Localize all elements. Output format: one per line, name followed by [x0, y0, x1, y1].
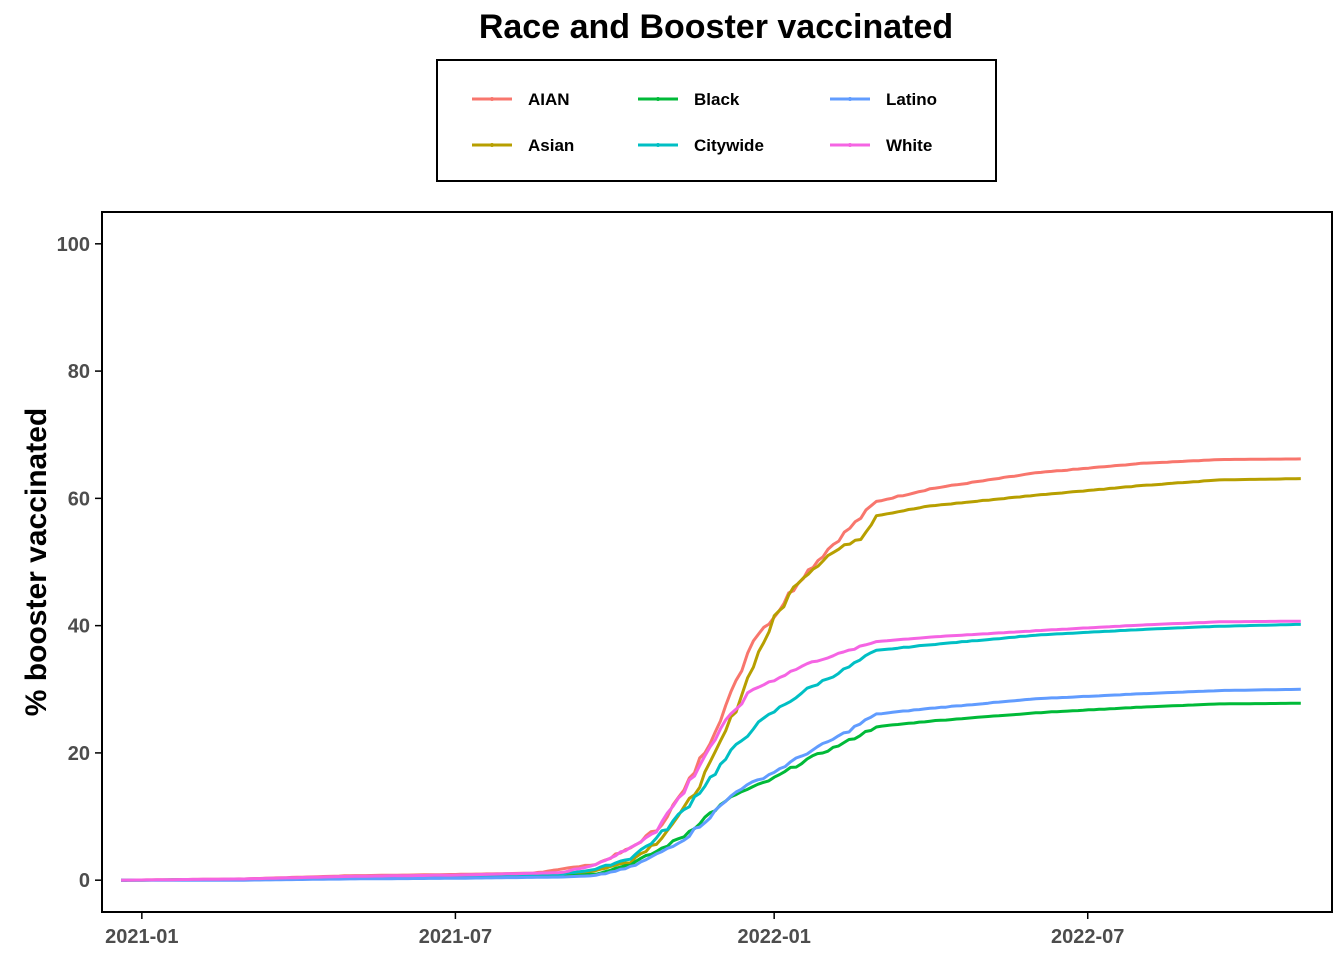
y-tick-label: 60: [68, 488, 90, 510]
y-tick-label: 40: [68, 616, 90, 638]
legend-label: AIAN: [528, 90, 570, 109]
y-tick-label: 0: [79, 870, 90, 892]
legend-box: [436, 59, 997, 182]
chart-title: Race and Booster vaccinated: [479, 8, 953, 46]
legend-key-dot: [848, 97, 852, 101]
x-tick-label: 2021-07: [419, 926, 492, 948]
y-axis-title: % booster vaccinated: [20, 408, 53, 716]
x-tick-label: 2021-01: [105, 926, 178, 948]
y-tick-label: 100: [57, 234, 90, 256]
legend-key-dot: [490, 143, 494, 147]
legend-label: Latino: [886, 90, 937, 109]
legend-label: White: [886, 136, 932, 155]
legend-key-dot: [490, 97, 494, 101]
legend-key-dot: [656, 143, 660, 147]
x-tick-label: 2022-01: [737, 926, 810, 948]
legend-label: Asian: [528, 136, 574, 155]
legend-key-dot: [656, 97, 660, 101]
legend-key-dot: [848, 143, 852, 147]
y-tick-label: 20: [68, 743, 90, 765]
x-tick-label: 2022-07: [1051, 926, 1124, 948]
legend-label: Black: [694, 90, 740, 109]
legend-label: Citywide: [694, 136, 764, 155]
plot-panel: [101, 211, 1333, 913]
series-line-latino: [121, 687, 1301, 882]
y-tick-label: 80: [68, 361, 90, 383]
series-line-white: [121, 619, 1301, 882]
